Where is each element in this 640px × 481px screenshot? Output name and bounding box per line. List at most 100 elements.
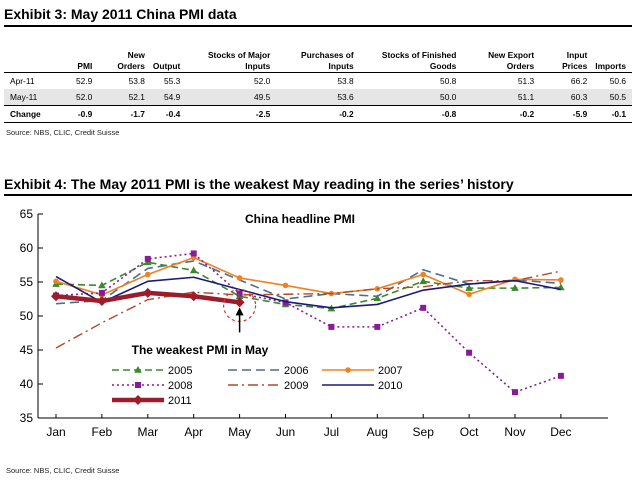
legend-item-2008: 2008 bbox=[112, 380, 192, 392]
data-point-diamond bbox=[133, 395, 143, 405]
data-point-circle bbox=[466, 291, 472, 298]
chart-title: China headline PMI bbox=[245, 212, 355, 226]
x-tick-label: Oct bbox=[460, 425, 479, 439]
series-2009 bbox=[55, 270, 562, 349]
legend-item-2005: 2005 bbox=[112, 365, 192, 377]
table-row: May-11 52.0 52.1 54.9 49.5 53.6 50.0 51.… bbox=[4, 89, 632, 106]
chart-annotation: The weakest PMI in May bbox=[132, 288, 269, 357]
x-tick-label: Dec bbox=[550, 425, 571, 439]
data-point-square bbox=[190, 250, 197, 257]
x-tick-label: Nov bbox=[504, 425, 525, 439]
table-cell: 66.2 bbox=[570, 76, 588, 86]
data-point-square bbox=[144, 255, 151, 262]
table-cell: -1.7 bbox=[130, 109, 145, 119]
exhibit3-source: Source: NBS, CLIC, Credit Suisse bbox=[6, 128, 120, 137]
data-point-square bbox=[512, 389, 518, 396]
x-tick-label: Apr bbox=[184, 425, 203, 439]
data-point-square bbox=[466, 349, 473, 356]
x-tick-label: Jun bbox=[276, 425, 295, 439]
table-header: Input Prices bbox=[562, 50, 588, 71]
series-line-2005 bbox=[55, 261, 561, 310]
table-cell: 50.5 bbox=[593, 89, 632, 106]
table-cell: 52.1 bbox=[98, 89, 151, 106]
data-point-square bbox=[374, 323, 381, 330]
legend-item-2006: 2006 bbox=[228, 365, 308, 377]
legend-item-2011: 2011 bbox=[112, 395, 192, 407]
data-point-square bbox=[328, 323, 335, 330]
y-tick-label: 45 bbox=[20, 343, 34, 357]
table-cell: 54.9 bbox=[150, 89, 187, 106]
data-point-square bbox=[557, 372, 564, 379]
data-point-circle bbox=[236, 275, 243, 281]
table-header: Stocks of Major Inputs bbox=[207, 50, 271, 71]
y-tick-label: 50 bbox=[20, 309, 34, 323]
table-header: Purchases of Inputs bbox=[301, 50, 354, 71]
chart-series bbox=[51, 250, 565, 396]
data-point-diamond bbox=[234, 297, 245, 308]
table-cell: 49.5 bbox=[186, 89, 277, 106]
data-point-triangle bbox=[465, 284, 473, 291]
data-point-triangle bbox=[511, 284, 519, 291]
x-tick-label: Jul bbox=[324, 425, 339, 439]
table-cell: 53.8 bbox=[337, 76, 354, 86]
series-line-2009 bbox=[55, 270, 562, 349]
x-tick-label: Aug bbox=[367, 425, 388, 439]
data-point-square bbox=[236, 290, 243, 297]
table-cell: 50.8 bbox=[440, 76, 457, 86]
data-point-diamond bbox=[142, 287, 153, 298]
data-point-square bbox=[135, 382, 141, 388]
table-cell: -2.5 bbox=[255, 109, 271, 119]
table-header-row: PMI New Orders Output Stocks of Major In… bbox=[4, 28, 632, 73]
pmi-table: PMI New Orders Output Stocks of Major In… bbox=[4, 28, 632, 123]
legend-label: 2007 bbox=[378, 365, 402, 377]
series-line-2010 bbox=[55, 275, 562, 309]
legend-label: 2008 bbox=[168, 380, 192, 392]
y-tick-label: 65 bbox=[20, 207, 34, 221]
y-tick-label: 60 bbox=[20, 241, 34, 255]
table-cell: 52.9 bbox=[76, 76, 93, 86]
x-tick-label: Feb bbox=[92, 425, 113, 439]
data-point-triangle bbox=[419, 277, 427, 285]
table-cell: 52.0 bbox=[74, 89, 99, 106]
table-cell: -0.1 bbox=[611, 109, 626, 119]
table-cell: 52.0 bbox=[254, 76, 271, 86]
table-cell: -0.4 bbox=[165, 109, 181, 119]
table-cell: 50.6 bbox=[609, 76, 626, 86]
table-cell: 51.3 bbox=[517, 76, 535, 86]
exhibit3-title-rule bbox=[4, 25, 632, 27]
row-label: Change bbox=[10, 109, 41, 119]
data-point-circle bbox=[345, 367, 351, 373]
y-tick-label: 55 bbox=[20, 275, 34, 289]
data-point-circle bbox=[558, 277, 564, 283]
pmi-line-chart: 35 40 45 50 55 60 65 Jan Feb Mar Apr May Jun Jul Aug Se… bbox=[20, 207, 608, 439]
table-header: Imports bbox=[595, 60, 626, 71]
x-tick-label: May bbox=[228, 425, 251, 439]
table-cell: 50.0 bbox=[359, 89, 463, 106]
x-tick-label: Sep bbox=[413, 425, 435, 439]
annotation-arrow-head bbox=[235, 307, 244, 316]
table-row: Change -0.9 -1.7 -0.4 -2.5 -0.2 -0.8 -0.… bbox=[4, 105, 632, 123]
legend-label: 2009 bbox=[284, 380, 308, 392]
y-tick-label: 40 bbox=[20, 377, 34, 391]
data-point-circle bbox=[420, 271, 427, 278]
legend-label: 2006 bbox=[284, 365, 308, 377]
table-cell: 60.3 bbox=[540, 89, 594, 106]
exhibit3-title: Exhibit 3: May 2011 China PMI data bbox=[4, 6, 237, 22]
row-label: May-11 bbox=[4, 89, 74, 106]
legend-item-2009: 2009 bbox=[228, 380, 308, 392]
data-point-circle bbox=[282, 282, 289, 289]
legend-item-2007: 2007 bbox=[322, 365, 402, 377]
table-cell: -5.9 bbox=[572, 109, 588, 119]
x-tick-label: Mar bbox=[137, 425, 158, 439]
table-header: Output bbox=[152, 60, 181, 71]
table-header: Stocks of Finished Goods bbox=[381, 50, 457, 71]
table-cell: 55.3 bbox=[164, 76, 181, 86]
chart-axes: 35 40 45 50 55 60 65 Jan Feb Mar Apr May Jun Jul Aug Se… bbox=[20, 207, 608, 439]
data-point-triangle bbox=[134, 366, 142, 373]
data-point-square bbox=[420, 304, 427, 311]
table-cell: 51.1 bbox=[462, 89, 541, 106]
data-point-triangle bbox=[98, 281, 106, 289]
data-point-diamond bbox=[96, 296, 107, 307]
data-point-square bbox=[98, 289, 105, 296]
annotation-label: The weakest PMI in May bbox=[132, 343, 269, 357]
